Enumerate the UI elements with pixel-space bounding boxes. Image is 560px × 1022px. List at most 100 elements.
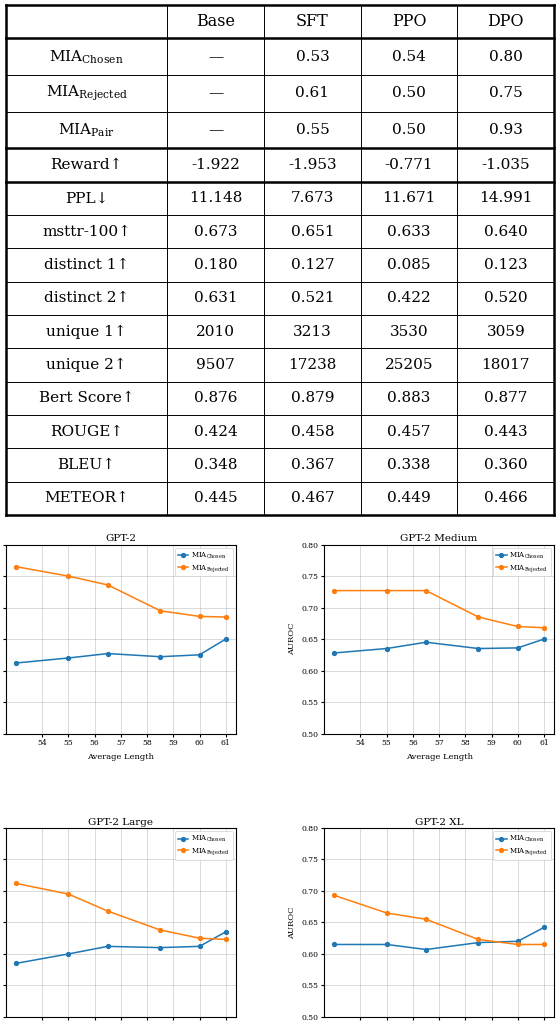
Text: -0.771: -0.771 bbox=[385, 158, 433, 172]
Line: MIA$_{\mathregular{Chosen}}$: MIA$_{\mathregular{Chosen}}$ bbox=[332, 926, 546, 951]
MIA$_{\mathregular{Rejected}}$ bbox=[331, 585, 338, 597]
Text: 0.458: 0.458 bbox=[291, 425, 334, 438]
MIA$_{\mathregular{Rejected}}$ bbox=[384, 907, 390, 919]
Text: 7.673: 7.673 bbox=[291, 191, 334, 205]
Text: 0.467: 0.467 bbox=[291, 492, 334, 506]
MIA$_{\mathregular{Rejected}}$ bbox=[65, 888, 72, 900]
MIA$_{\mathregular{Rejected}}$ bbox=[104, 578, 111, 591]
Text: 0.127: 0.127 bbox=[291, 259, 334, 272]
MIA$_{\mathregular{Rejected}}$ bbox=[514, 938, 521, 950]
MIA$_{\mathregular{Chosen}}$ bbox=[222, 926, 229, 938]
Text: 0.457: 0.457 bbox=[387, 425, 431, 438]
Legend: MIA$_{\mathregular{Chosen}}$, MIA$_{\mathregular{Rejected}}$: MIA$_{\mathregular{Chosen}}$, MIA$_{\mat… bbox=[175, 548, 233, 576]
Line: MIA$_{\mathregular{Chosen}}$: MIA$_{\mathregular{Chosen}}$ bbox=[14, 930, 228, 966]
Text: 0.53: 0.53 bbox=[296, 50, 329, 63]
Line: MIA$_{\mathregular{Rejected}}$: MIA$_{\mathregular{Rejected}}$ bbox=[14, 881, 228, 941]
MIA$_{\mathregular{Chosen}}$ bbox=[331, 647, 338, 659]
MIA$_{\mathregular{Rejected}}$ bbox=[222, 933, 229, 945]
MIA$_{\mathregular{Chosen}}$ bbox=[423, 943, 430, 956]
Text: 0.633: 0.633 bbox=[387, 225, 431, 239]
MIA$_{\mathregular{Chosen}}$ bbox=[196, 940, 203, 953]
Text: 0.50: 0.50 bbox=[392, 87, 426, 100]
Text: MIA$_{\mathregular{Pair}}$: MIA$_{\mathregular{Pair}}$ bbox=[58, 122, 115, 139]
Text: 0.673: 0.673 bbox=[194, 225, 237, 239]
MIA$_{\mathregular{Rejected}}$ bbox=[222, 611, 229, 623]
Text: 0.449: 0.449 bbox=[387, 492, 431, 506]
Y-axis label: AUROC: AUROC bbox=[288, 907, 296, 938]
MIA$_{\mathregular{Chosen}}$ bbox=[222, 633, 229, 645]
Line: MIA$_{\mathregular{Rejected}}$: MIA$_{\mathregular{Rejected}}$ bbox=[332, 589, 546, 630]
MIA$_{\mathregular{Chosen}}$ bbox=[13, 958, 20, 970]
Title: GPT-2: GPT-2 bbox=[105, 535, 137, 543]
Text: Base: Base bbox=[197, 13, 235, 31]
Text: Bert Score↑: Bert Score↑ bbox=[39, 391, 134, 406]
Text: —: — bbox=[208, 123, 223, 137]
Text: ROUGE↑: ROUGE↑ bbox=[50, 425, 123, 438]
Text: 0.466: 0.466 bbox=[484, 492, 528, 506]
Text: 0.422: 0.422 bbox=[387, 291, 431, 306]
Text: unique 1↑: unique 1↑ bbox=[46, 325, 127, 339]
MIA$_{\mathregular{Rejected}}$ bbox=[540, 938, 547, 950]
MIA$_{\mathregular{Chosen}}$ bbox=[157, 941, 164, 954]
MIA$_{\mathregular{Rejected}}$ bbox=[475, 933, 482, 945]
MIA$_{\mathregular{Rejected}}$ bbox=[13, 877, 20, 889]
MIA$_{\mathregular{Rejected}}$ bbox=[540, 621, 547, 634]
Line: MIA$_{\mathregular{Rejected}}$: MIA$_{\mathregular{Rejected}}$ bbox=[332, 893, 546, 946]
Text: 0.424: 0.424 bbox=[194, 425, 237, 438]
Text: unique 2↑: unique 2↑ bbox=[46, 358, 127, 372]
MIA$_{\mathregular{Chosen}}$ bbox=[331, 938, 338, 950]
Legend: MIA$_{\mathregular{Chosen}}$, MIA$_{\mathregular{Rejected}}$: MIA$_{\mathregular{Chosen}}$, MIA$_{\mat… bbox=[175, 832, 233, 860]
Text: 3530: 3530 bbox=[390, 325, 428, 339]
Legend: MIA$_{\mathregular{Chosen}}$, MIA$_{\mathregular{Rejected}}$: MIA$_{\mathregular{Chosen}}$, MIA$_{\mat… bbox=[493, 832, 551, 860]
Text: 0.640: 0.640 bbox=[484, 225, 528, 239]
Text: 14.991: 14.991 bbox=[479, 191, 533, 205]
MIA$_{\mathregular{Chosen}}$ bbox=[65, 652, 72, 664]
Text: 0.50: 0.50 bbox=[392, 123, 426, 137]
Text: 0.93: 0.93 bbox=[489, 123, 523, 137]
MIA$_{\mathregular{Chosen}}$ bbox=[475, 936, 482, 948]
Text: 0.445: 0.445 bbox=[194, 492, 237, 506]
Text: 0.651: 0.651 bbox=[291, 225, 334, 239]
MIA$_{\mathregular{Rejected}}$ bbox=[157, 605, 164, 617]
MIA$_{\mathregular{Rejected}}$ bbox=[423, 913, 430, 925]
MIA$_{\mathregular{Rejected}}$ bbox=[196, 610, 203, 622]
Text: distinct 2↑: distinct 2↑ bbox=[44, 291, 129, 306]
MIA$_{\mathregular{Chosen}}$ bbox=[13, 657, 20, 669]
Text: 25205: 25205 bbox=[385, 358, 433, 372]
Text: 11.671: 11.671 bbox=[382, 191, 436, 205]
MIA$_{\mathregular{Chosen}}$ bbox=[514, 935, 521, 947]
MIA$_{\mathregular{Chosen}}$ bbox=[196, 649, 203, 661]
Line: MIA$_{\mathregular{Rejected}}$: MIA$_{\mathregular{Rejected}}$ bbox=[14, 565, 228, 619]
Text: SFT: SFT bbox=[296, 13, 329, 31]
MIA$_{\mathregular{Rejected}}$ bbox=[423, 585, 430, 597]
Text: msttr-100↑: msttr-100↑ bbox=[42, 225, 131, 239]
MIA$_{\mathregular{Chosen}}$ bbox=[384, 938, 390, 950]
MIA$_{\mathregular{Rejected}}$ bbox=[104, 904, 111, 917]
Text: 0.367: 0.367 bbox=[291, 458, 334, 472]
MIA$_{\mathregular{Rejected}}$ bbox=[384, 585, 390, 597]
Text: —: — bbox=[208, 50, 223, 63]
Text: 0.520: 0.520 bbox=[484, 291, 528, 306]
Text: 11.148: 11.148 bbox=[189, 191, 242, 205]
Text: 9507: 9507 bbox=[197, 358, 235, 372]
MIA$_{\mathregular{Chosen}}$ bbox=[104, 940, 111, 953]
Text: 0.360: 0.360 bbox=[484, 458, 528, 472]
Text: 2010: 2010 bbox=[197, 325, 235, 339]
Text: 0.55: 0.55 bbox=[296, 123, 329, 137]
MIA$_{\mathregular{Rejected}}$ bbox=[196, 932, 203, 944]
MIA$_{\mathregular{Chosen}}$ bbox=[514, 642, 521, 654]
Title: GPT-2 Medium: GPT-2 Medium bbox=[400, 535, 478, 543]
MIA$_{\mathregular{Rejected}}$ bbox=[13, 560, 20, 572]
Legend: MIA$_{\mathregular{Chosen}}$, MIA$_{\mathregular{Rejected}}$: MIA$_{\mathregular{Chosen}}$, MIA$_{\mat… bbox=[493, 548, 551, 576]
MIA$_{\mathregular{Rejected}}$ bbox=[157, 924, 164, 936]
Text: distinct 1↑: distinct 1↑ bbox=[44, 259, 129, 272]
X-axis label: Average Length: Average Length bbox=[405, 752, 473, 760]
Title: GPT-2 XL: GPT-2 XL bbox=[415, 818, 463, 827]
Text: PPL↓: PPL↓ bbox=[65, 191, 108, 205]
Text: -1.922: -1.922 bbox=[192, 158, 240, 172]
Text: 0.123: 0.123 bbox=[484, 259, 528, 272]
Text: 17238: 17238 bbox=[288, 358, 337, 372]
MIA$_{\mathregular{Chosen}}$ bbox=[104, 647, 111, 659]
MIA$_{\mathregular{Chosen}}$ bbox=[540, 633, 547, 645]
Text: —: — bbox=[208, 87, 223, 100]
